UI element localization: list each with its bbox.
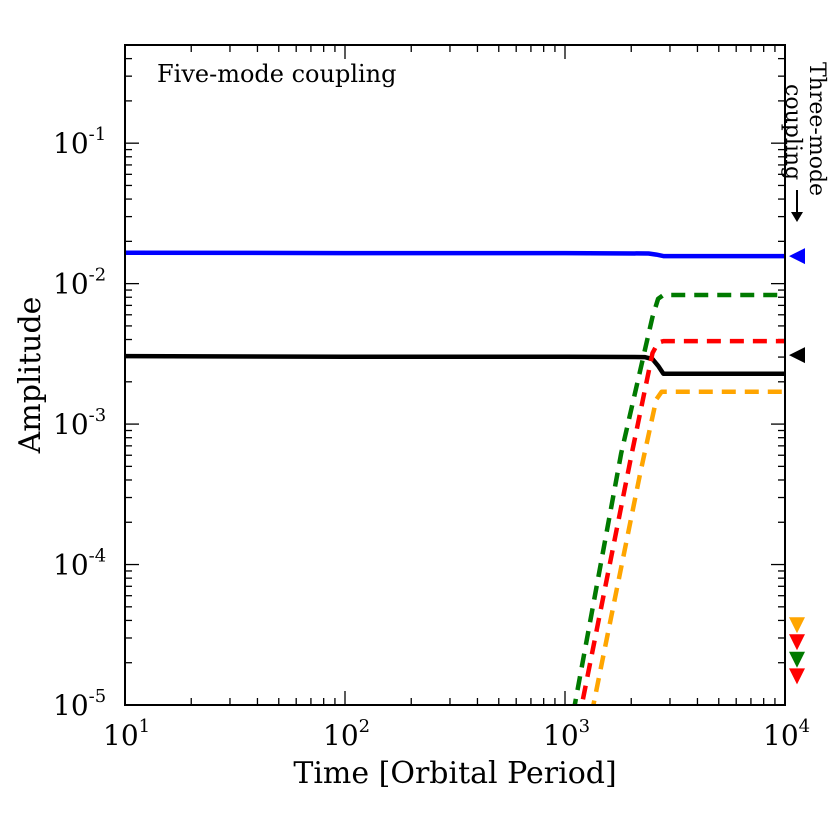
- y-tick-label: 10-4: [53, 546, 106, 582]
- y-tick-label: 10-2: [53, 265, 106, 301]
- series-orange-dashed: [591, 389, 785, 705]
- plot-frame: [124, 44, 786, 706]
- x-axis-label: Time [Orbital Period]: [293, 756, 616, 791]
- red-down-marker-1: [789, 634, 805, 651]
- chart-title: Five-mode coupling: [157, 60, 396, 88]
- series-red-dashed: [579, 338, 785, 705]
- y-tick-label: 10-3: [53, 405, 106, 441]
- green-down-marker: [789, 651, 805, 668]
- axis-ticks: [125, 45, 785, 705]
- marker-layer: [789, 248, 805, 685]
- annotation-line-2: coupling: [780, 84, 805, 180]
- tick-labels: 101 102 103 104 10-5 10-4 10-3 10-2 10-1: [53, 124, 810, 752]
- blue-left-marker: [789, 248, 805, 265]
- annotation-line-1: Three-mode: [804, 62, 829, 196]
- series-green-dashed: [572, 292, 785, 705]
- black-left-marker: [789, 347, 805, 364]
- x-tick-label: 103: [543, 716, 590, 752]
- series-black-solid: [125, 353, 785, 377]
- series-blue-solid: [125, 250, 785, 259]
- x-tick-label: 101: [103, 716, 150, 752]
- y-tick-label: 10-5: [53, 686, 106, 722]
- red-down-marker-2: [789, 668, 805, 685]
- x-tick-label: 104: [763, 716, 810, 752]
- x-tick-label: 102: [323, 716, 370, 752]
- y-axis-label: Amplitude: [13, 297, 48, 455]
- series-layer: [125, 250, 785, 705]
- orange-down-marker: [789, 617, 805, 634]
- annotation-arrow-icon: [791, 190, 803, 222]
- three-mode-annotation: Three-mode coupling: [780, 62, 829, 196]
- y-tick-label: 10-1: [53, 124, 106, 160]
